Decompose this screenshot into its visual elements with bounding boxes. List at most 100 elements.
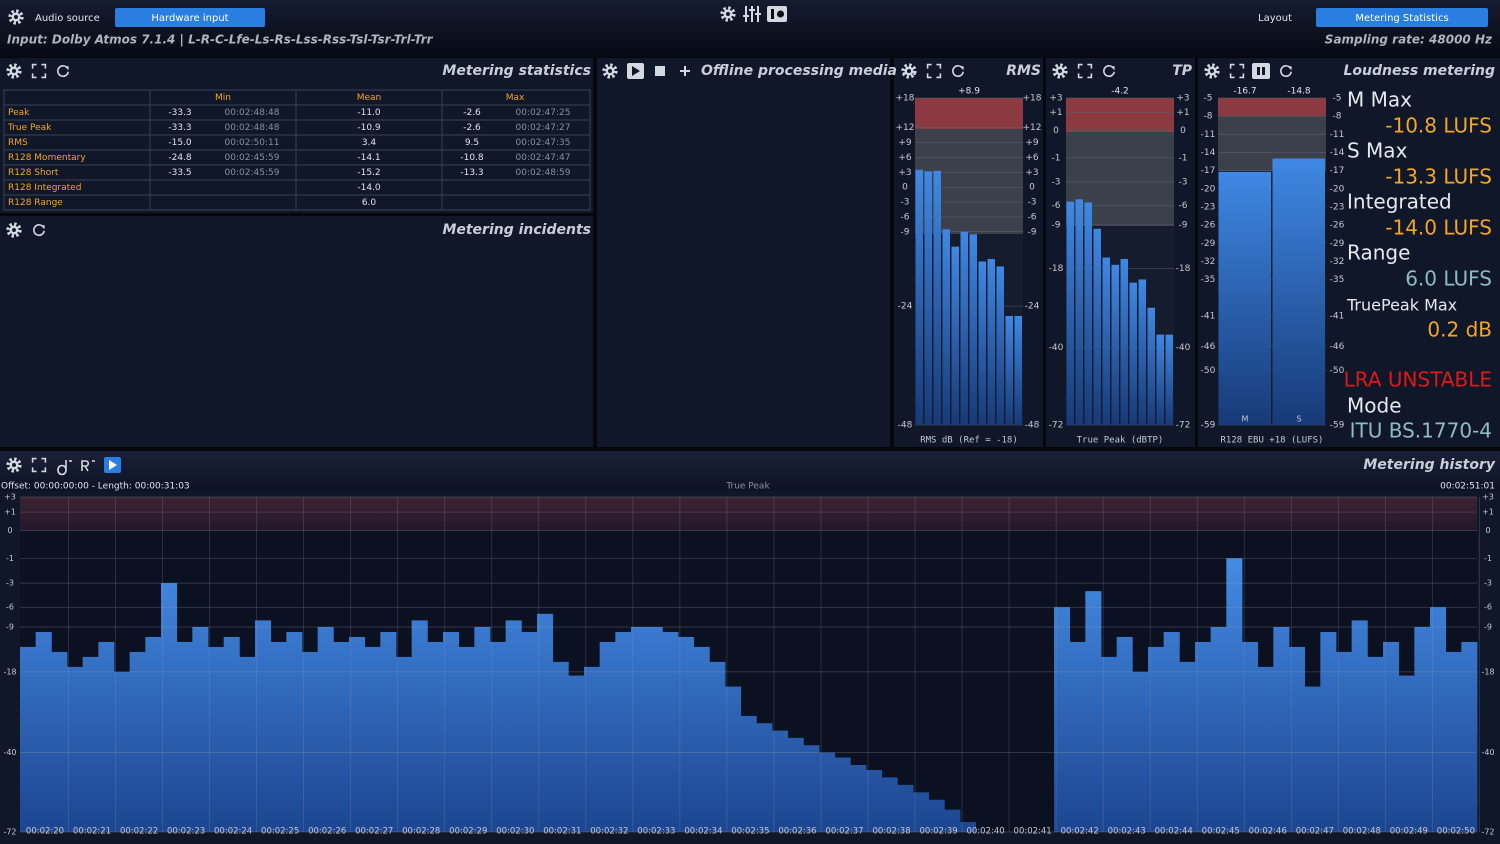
meter-tick-label: -20 — [1330, 184, 1345, 194]
meter-tick-label: -17 — [1201, 166, 1216, 176]
meter-tick-label: -6 — [1052, 201, 1061, 211]
cell-max-time: 00:02:47:47 — [516, 153, 571, 163]
cell-max-time: 00:02:48:59 — [516, 168, 571, 178]
history-bar — [1054, 607, 1071, 832]
offline-title: Offline processing media ... — [701, 63, 918, 79]
history-bar — [176, 641, 193, 832]
history-time-label: 00:02:49 — [1390, 827, 1428, 837]
incidents-panel — [0, 216, 593, 447]
history-time-label: 00:02:40 — [967, 827, 1005, 837]
meter-bar — [960, 231, 968, 425]
meter-tick-label: -26 — [1201, 221, 1216, 231]
history-bar — [1414, 626, 1431, 832]
history-bar — [35, 631, 52, 832]
cell-max: -10.8 — [460, 153, 484, 163]
meter-tick-label: +12 — [896, 123, 915, 133]
readout-value: -10.8 LUFS — [1385, 114, 1492, 138]
cell-mean: -14.0 — [357, 183, 381, 193]
history-bar — [756, 723, 773, 832]
history-bar — [1148, 646, 1165, 832]
history-tick-label: -1 — [1484, 554, 1492, 563]
meter-bar — [942, 229, 950, 425]
pause-icon[interactable] — [1252, 63, 1270, 79]
history-bar — [1163, 631, 1180, 832]
statistics-title: Metering statistics — [442, 63, 591, 79]
row-label: R128 Short — [8, 168, 59, 178]
meter-bar — [1272, 158, 1325, 426]
meter-tick-label: -20 — [1201, 184, 1216, 194]
stop-icon[interactable] — [655, 66, 665, 76]
readout-value: -13.3 LUFS — [1385, 165, 1492, 189]
history-bar — [458, 646, 475, 832]
history-bar — [866, 769, 883, 832]
meter-tick-label: -48 — [898, 421, 913, 431]
sampling-rate: Sampling rate: 48000 Hz — [1325, 33, 1493, 47]
readout-label: M Max — [1347, 88, 1412, 112]
meter-tick-label: -14 — [1201, 148, 1216, 158]
layout-button[interactable] — [1316, 8, 1488, 27]
column-header: Max — [506, 93, 525, 103]
history-bar — [537, 613, 554, 832]
meter-tick-label: +6 — [1025, 153, 1039, 163]
play-icon[interactable] — [627, 63, 644, 79]
meter-tick-label: -1 — [1179, 153, 1188, 163]
mode-label: Mode — [1347, 394, 1402, 418]
history-bar — [411, 620, 428, 832]
history-over-zone — [20, 497, 1477, 531]
history-bar — [1304, 686, 1321, 832]
meter-footer: True Peak (dBTP) — [1077, 436, 1164, 446]
history-tick-label: +1 — [1482, 508, 1494, 517]
history-time-label: 00:02:44 — [1155, 827, 1193, 837]
history-time-label: 00:02:35 — [731, 827, 769, 837]
history-bar — [1351, 620, 1368, 832]
meter-tick-label: +18 — [1023, 94, 1042, 104]
history-bar — [740, 715, 757, 832]
layout-value: Metering Statistics — [1355, 13, 1448, 24]
meter-tick-label: 0 — [1029, 183, 1035, 193]
history-bar — [114, 671, 131, 832]
meter-bar — [1075, 199, 1083, 425]
meter-tick-label: +6 — [898, 153, 912, 163]
meter-tick-label: +3 — [1049, 94, 1062, 104]
cell-min-time: 00:02:50:11 — [225, 138, 280, 148]
history-bar — [897, 784, 914, 832]
meter-tick-label: -40 — [1176, 343, 1191, 353]
history-bar — [270, 641, 287, 832]
history-time-label: 00:02:31 — [543, 827, 581, 837]
follow-icon[interactable] — [104, 457, 121, 473]
meter-bar — [1129, 282, 1137, 425]
io-icon[interactable] — [767, 6, 787, 22]
meter-tick-label: +3 — [1176, 94, 1189, 104]
meter-tick-label: -72 — [1049, 421, 1064, 431]
history-bar — [693, 646, 710, 832]
add-icon[interactable] — [680, 66, 690, 76]
meter-tick-label: -18 — [1176, 264, 1191, 274]
audio-source-button[interactable] — [115, 8, 265, 27]
row-label: R128 Momentary — [8, 153, 86, 163]
dc-right-icon[interactable] — [81, 460, 95, 472]
readout-value: 0.2 dB — [1427, 318, 1492, 342]
dc-left-icon[interactable] — [57, 460, 72, 476]
history-time-label: 00:02:25 — [261, 827, 299, 837]
mixer-icon[interactable] — [743, 6, 761, 22]
history-bar — [1116, 636, 1133, 832]
meter-tick-label: -29 — [1201, 239, 1216, 249]
history-offset: Offset: 00:00:00:00 - Length: 00:00:31:0… — [1, 482, 190, 492]
history-time-label: 00:02:39 — [919, 827, 957, 837]
cell-max: -13.3 — [460, 168, 483, 178]
cell-min: -33.3 — [168, 108, 191, 118]
meter-tick-label: -14 — [1330, 148, 1345, 158]
meter-tick-label: -41 — [1201, 312, 1216, 322]
history-bar — [913, 792, 930, 832]
meter-tick-label: -8 — [1204, 112, 1213, 122]
history-bar — [505, 620, 522, 832]
meter-tick-label: -24 — [1025, 302, 1040, 312]
audio-source-label: Audio source — [35, 13, 100, 24]
history-bar — [1273, 626, 1290, 832]
meter-bar — [1120, 258, 1128, 425]
readout-label: Integrated — [1347, 190, 1452, 214]
meter-bar — [1066, 201, 1074, 425]
cell-min-time: 00:02:48:48 — [225, 123, 280, 133]
cell-max: 9.5 — [465, 138, 479, 148]
mode-value: ITU BS.1770-4 — [1350, 419, 1492, 443]
